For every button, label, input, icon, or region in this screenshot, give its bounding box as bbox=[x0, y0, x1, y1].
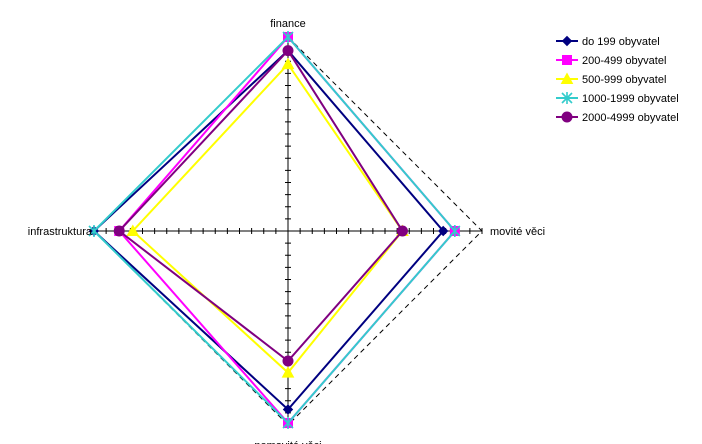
series-line bbox=[117, 48, 404, 363]
legend: do 199 obyvatel 200-499 obyvatel 500-999 o… bbox=[556, 35, 679, 124]
data-point-diamond bbox=[282, 404, 294, 415]
frame-polygon bbox=[93, 36, 483, 426]
series-3 bbox=[126, 57, 409, 378]
legend-marker-asterisk bbox=[561, 92, 573, 104]
series-line bbox=[131, 62, 404, 375]
data-point-circle bbox=[113, 225, 125, 237]
data-point-triangle bbox=[281, 57, 295, 70]
series-1 bbox=[88, 45, 449, 415]
legend-label: 500-999 obyvatel bbox=[582, 74, 666, 86]
data-point-asterisk bbox=[282, 417, 294, 430]
axis-labels: finance movité věci nemovité věci infrastru… bbox=[28, 18, 545, 444]
axis-label: finance bbox=[270, 18, 305, 30]
axis-label: nemovité věci bbox=[254, 440, 321, 444]
data-point-asterisk bbox=[88, 225, 100, 237]
legend-marker-square bbox=[562, 55, 572, 65]
legend-marker-circle bbox=[561, 111, 573, 123]
outer-frame bbox=[93, 36, 483, 426]
axis-label: movité věci bbox=[490, 226, 545, 238]
data-point-circle bbox=[282, 45, 294, 57]
legend-marker-diamond bbox=[561, 35, 573, 47]
data-point-diamond bbox=[437, 225, 449, 237]
axis-label: infrastruktura bbox=[28, 226, 93, 238]
legend-label: 200-499 obyvatel bbox=[582, 55, 666, 67]
data-series bbox=[88, 31, 461, 430]
legend-label: do 199 obyvatel bbox=[582, 36, 660, 48]
series-5 bbox=[113, 45, 408, 367]
series-4 bbox=[88, 31, 461, 430]
data-point-circle bbox=[282, 355, 294, 367]
data-point-asterisk bbox=[449, 225, 461, 237]
data-point-circle bbox=[396, 225, 408, 237]
legend-marker-triangle bbox=[560, 72, 574, 84]
legend-label: 2000-4999 obyvatel bbox=[582, 112, 679, 124]
data-point-triangle bbox=[126, 224, 140, 236]
data-point-asterisk bbox=[282, 31, 294, 43]
data-point-triangle bbox=[281, 366, 295, 378]
legend-label: 1000-1999 obyvatel bbox=[582, 93, 679, 105]
